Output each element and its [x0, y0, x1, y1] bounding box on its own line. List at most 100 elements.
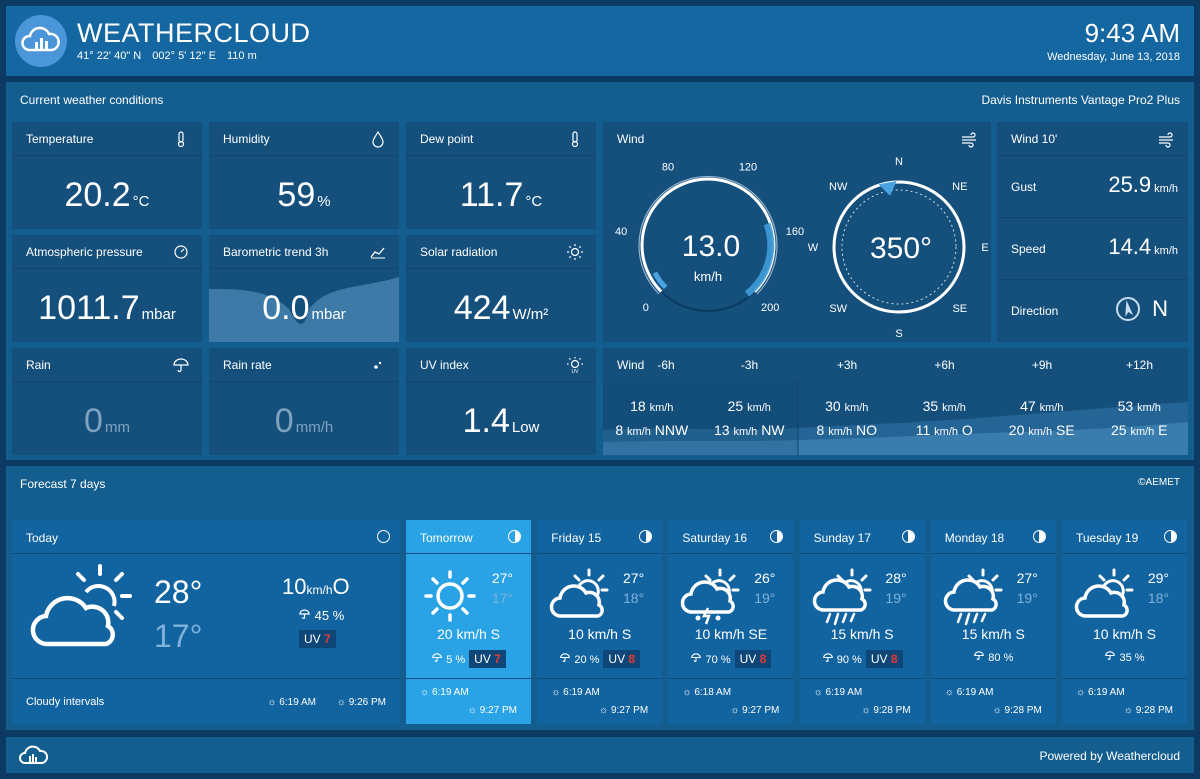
- wind-forecast-gust-4: 47 km/h: [1020, 398, 1064, 414]
- barometric-trend-chart: [209, 277, 399, 342]
- forecast-sunrise: ☼ 6:19 AM: [551, 687, 600, 698]
- umbrella-icon: [173, 358, 189, 373]
- humidity-tile[interactable]: Humidity 59%: [209, 122, 399, 229]
- forecast-day-name: Saturday 16: [682, 531, 748, 545]
- current-conditions-title: Current weather conditions: [20, 93, 164, 107]
- umbrella-icon: [560, 653, 571, 663]
- forecast-min-temp: 18°: [1147, 590, 1169, 606]
- barometric-trend-label: Barometric trend 3h: [223, 245, 329, 259]
- speed-tick-label: 120: [739, 162, 757, 174]
- wind-forecast-gust-0: 18 km/h: [630, 398, 674, 414]
- uv-badge: UV 8: [603, 650, 641, 668]
- wind-forecast-tile[interactable]: Wind -6h -3h +3h +6h +9h +12h 18 km/h 8 km/h N…: [603, 348, 1188, 455]
- uv-index-label: UV index: [420, 358, 469, 372]
- solar-radiation-value: 424 W/m²: [453, 289, 549, 327]
- uv-index-tile[interactable]: UV index UV 1.4 Low: [406, 348, 596, 455]
- wind-forecast-chart: [603, 382, 1188, 455]
- compass-label-w: W: [808, 242, 819, 254]
- umbrella-icon: [691, 653, 702, 663]
- forecast-wind: 20 km/h S: [436, 626, 501, 642]
- compass-label-se: SE: [952, 303, 967, 315]
- moon-phase-icon: [770, 530, 784, 543]
- speed-label: Speed: [1011, 242, 1046, 256]
- pressure-label: Atmospheric pressure: [26, 245, 143, 259]
- wind-10min-tile[interactable]: Wind 10' Gust 25.9 km/h Speed 14.4 km/h Di…: [997, 122, 1188, 342]
- wind-speed-value: 13.0: [682, 230, 740, 263]
- forecast-day-name: Friday 15: [551, 531, 602, 545]
- date: Wednesday, June 13, 2018: [1047, 51, 1180, 63]
- speed-tick-label: 40: [615, 226, 627, 238]
- rain-rate-tile[interactable]: Rain rate 0 mm/h: [209, 348, 399, 455]
- forecast-day-card[interactable]: Friday 15 27° 18° 10 km/h S 20 % UV 8 ☼ 6:19 …: [537, 520, 663, 724]
- forecast-rain-chance: 80 %: [931, 650, 1056, 664]
- temperature-tile[interactable]: Temperature 20.2 °C: [12, 122, 202, 229]
- forecast-max-temp: 28°: [885, 570, 907, 586]
- forecast-min-temp: 19°: [1016, 590, 1038, 606]
- wind-direction-value: 350°: [870, 232, 932, 265]
- forecast-day-card[interactable]: Sunday 17 28° 19° 15 km/h S 90 % UV 8 ☼ 6:19 …: [799, 520, 925, 724]
- wind-direction-gauge: N NE E SE S SW W NW 350°: [808, 156, 989, 340]
- gust-value: 25.9 km/h: [1108, 172, 1178, 197]
- uv-badge: UV 8: [865, 650, 903, 668]
- forecast-max-temp: 29°: [1147, 570, 1169, 586]
- wind-forecast-label-0: -6h: [657, 358, 675, 372]
- trend-chart-icon: [370, 247, 385, 259]
- cloud-sun-weather-icon: [549, 568, 609, 618]
- wind-forecast-label-5: +12h: [1125, 358, 1154, 372]
- forecast-day-card[interactable]: Tuesday 19 29° 18° 10 km/h S 35 % ☼ 6:19 AM ☼…: [1062, 520, 1187, 724]
- forecast-rain-chance: 20 % UV 8: [537, 650, 662, 668]
- forecast-min-temp: 19°: [885, 590, 907, 606]
- weathercloud-logo-icon[interactable]: [15, 15, 67, 67]
- wind-gauges: 0 40 80 120 160 200 13.0 km/h N NE E SE S SW W NW 35…: [615, 156, 989, 340]
- forecast-max-temp: 27°: [491, 570, 513, 586]
- compass-label-sw: SW: [829, 303, 847, 315]
- speed-value: 14.4 km/h: [1108, 234, 1178, 259]
- moon-phase-icon: [1032, 530, 1046, 543]
- pressure-tile[interactable]: Atmospheric pressure 1011.7 mbar: [12, 235, 202, 342]
- uv-badge: UV 8: [734, 650, 772, 668]
- wind-tile[interactable]: Wind 0 40 80 120 160 200 13.0 km/h N NE E SE S SW W…: [603, 122, 991, 342]
- compass-label-e: E: [981, 242, 988, 254]
- forecast-day-name: Sunday 17: [813, 531, 871, 545]
- rain-tile[interactable]: Rain 0 mm: [12, 348, 202, 455]
- temperature-label: Temperature: [26, 132, 94, 146]
- station-device: Davis Instruments Vantage Pro2 Plus: [981, 93, 1180, 107]
- forecast-day-card[interactable]: Tomorrow 27° 17° 20 km/h S 5 % UV 7 ☼ 6:19 AM…: [406, 520, 531, 724]
- direction-label: Direction: [1011, 304, 1059, 318]
- umbrella-icon: [822, 653, 833, 663]
- barometric-trend-tile[interactable]: Barometric trend 3h 0.0 mbar: [209, 235, 399, 342]
- forecast-wind: 10 km/h S: [1092, 626, 1157, 642]
- forecast-day-card[interactable]: Monday 18 27° 19° 15 km/h S 80 % ☼ 6:19 AM ☼ …: [930, 520, 1056, 724]
- rain-rate-value: 0 mm/h: [274, 402, 334, 440]
- wind-forecast-label-1: -3h: [740, 358, 759, 372]
- wind-label: Wind: [617, 132, 645, 146]
- compass-label-nw: NW: [829, 181, 848, 193]
- dewpoint-tile[interactable]: Dew point 11.7 °C: [406, 122, 596, 229]
- today-wind: 10km/hO: [282, 574, 350, 599]
- forecast-today-card[interactable]: Today 28° 17° 10km/hO 45 % UV 7 Cloudy i…: [12, 520, 400, 724]
- forecast-sunrise: ☼ 6:19 AM: [944, 687, 994, 698]
- wind-icon: [1159, 132, 1173, 148]
- powered-by[interactable]: Powered by Weathercloud: [1039, 749, 1180, 763]
- moon-phase-icon: [1164, 530, 1177, 543]
- forecast-day-card[interactable]: Saturday 16 26° 19° 10 km/h SE 70 % UV 8 ☼ 6:…: [668, 520, 794, 724]
- gust-row: Gust 25.9 km/h: [997, 156, 1188, 218]
- solar-radiation-tile[interactable]: Solar radiation 424 W/m²: [406, 235, 596, 342]
- direction-arrow-icon: [1116, 297, 1140, 321]
- uv-badge: UV 7: [469, 650, 506, 668]
- moon-phase-icon: [639, 530, 653, 543]
- weathercloud-footer-logo-icon[interactable]: [18, 744, 48, 766]
- direction-value: N: [1152, 296, 1168, 321]
- today-description: Cloudy intervals: [26, 696, 105, 708]
- altitude: 110 m: [226, 50, 257, 62]
- svg-text:UV: UV: [572, 369, 580, 374]
- humidity-label: Humidity: [223, 132, 270, 146]
- forecast-sunrise: ☼ 6:19 AM: [420, 687, 469, 698]
- wind-forecast-label-4: +9h: [1031, 358, 1053, 372]
- wind-forecast-label-2: +3h: [836, 358, 858, 372]
- wind-forecast-title: Wind: [617, 358, 645, 372]
- today-min-temp: 17°: [154, 618, 203, 654]
- rain-label: Rain: [26, 358, 51, 372]
- speed-tick-label: 0: [643, 302, 649, 314]
- forecast-day-name: Monday 18: [944, 531, 1005, 545]
